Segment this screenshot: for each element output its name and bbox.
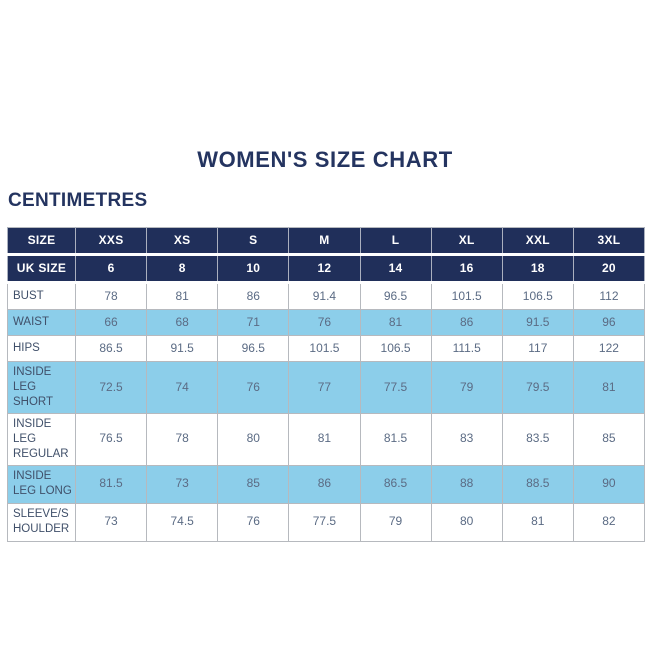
- value-cell: 96.5: [217, 335, 290, 362]
- value-cell: 79: [359, 502, 432, 542]
- size-chart-table: SIZE XXS XS S M L XL XXL 3XL UK SIZE 6 8 10 12 14 16 18 2…: [7, 227, 646, 542]
- row-label: INSIDE LEG SHORT: [7, 361, 76, 414]
- value-cell: 96.5: [359, 282, 432, 310]
- value-cell: 74: [146, 361, 219, 414]
- table-row: WAIST 66 68 71 76 81 86 91.5 96: [7, 309, 646, 336]
- header-row: SIZE XXS XS S M L XL XXL 3XL: [7, 227, 646, 256]
- value-cell: 76.5: [74, 412, 148, 466]
- header-row-label: UK SIZE: [7, 254, 76, 284]
- value-cell: 82: [572, 502, 646, 542]
- value-cell: 117: [501, 335, 574, 362]
- value-cell: 68: [146, 309, 219, 336]
- value-cell: 88.5: [501, 464, 574, 504]
- header-row: UK SIZE 6 8 10 12 14 16 18 20: [7, 254, 646, 284]
- header-cell: 14: [359, 254, 432, 284]
- row-label: INSIDE LEG LONG: [7, 464, 76, 504]
- value-cell: 81: [572, 361, 646, 414]
- value-cell: 86: [430, 309, 503, 336]
- units-label: CENTIMETRES: [8, 190, 148, 211]
- value-cell: 81: [288, 412, 361, 466]
- row-label: WAIST: [7, 309, 76, 336]
- header-cell: XS: [146, 227, 219, 256]
- value-cell: 86: [217, 282, 290, 310]
- row-label: HIPS: [7, 335, 76, 362]
- header-cell: 10: [217, 254, 290, 284]
- value-cell: 76: [217, 502, 290, 542]
- value-cell: 86: [288, 464, 361, 504]
- value-cell: 72.5: [74, 361, 148, 414]
- table-row: HIPS 86.5 91.5 96.5 101.5 106.5 111.5 117 122: [7, 335, 646, 362]
- value-cell: 77.5: [288, 502, 361, 542]
- value-cell: 78: [74, 282, 148, 310]
- value-cell: 106.5: [359, 335, 432, 362]
- table-row: INSIDE LEG LONG 81.5 73 85 86 86.5 88 88.5 90: [7, 464, 646, 504]
- value-cell: 66: [74, 309, 148, 336]
- value-cell: 86.5: [359, 464, 432, 504]
- value-cell: 73: [74, 502, 148, 542]
- value-cell: 81: [146, 282, 219, 310]
- value-cell: 77.5: [359, 361, 432, 414]
- value-cell: 81.5: [74, 464, 148, 504]
- value-cell: 122: [572, 335, 646, 362]
- value-cell: 76: [217, 361, 290, 414]
- value-cell: 101.5: [288, 335, 361, 362]
- header-cell: XL: [430, 227, 503, 256]
- header-cell: 6: [74, 254, 148, 284]
- value-cell: 91.5: [146, 335, 219, 362]
- value-cell: 79: [430, 361, 503, 414]
- value-cell: 106.5: [501, 282, 574, 310]
- header-cell: 8: [146, 254, 219, 284]
- table-row: INSIDE LEG SHORT 72.5 74 76 77 77.5 79 79.5 81: [7, 361, 646, 414]
- value-cell: 101.5: [430, 282, 503, 310]
- header-cell: XXL: [501, 227, 574, 256]
- value-cell: 85: [217, 464, 290, 504]
- value-cell: 79.5: [501, 361, 574, 414]
- value-cell: 88: [430, 464, 503, 504]
- header-cell: M: [288, 227, 361, 256]
- value-cell: 90: [572, 464, 646, 504]
- value-cell: 96: [572, 309, 646, 336]
- value-cell: 83.5: [501, 412, 574, 466]
- value-cell: 81: [501, 502, 574, 542]
- value-cell: 76: [288, 309, 361, 336]
- value-cell: 81.5: [359, 412, 432, 466]
- table-row: SLEEVE/SHOULDER 73 74.5 76 77.5 79 80 81 82: [7, 502, 646, 542]
- row-label: BUST: [7, 282, 76, 310]
- header-cell: 20: [572, 254, 646, 284]
- row-label: INSIDE LEG REGULAR: [7, 412, 76, 466]
- value-cell: 74.5: [146, 502, 219, 542]
- header-cell: S: [217, 227, 290, 256]
- header-cell: 18: [501, 254, 574, 284]
- value-cell: 71: [217, 309, 290, 336]
- header-cell: 12: [288, 254, 361, 284]
- value-cell: 112: [572, 282, 646, 310]
- table-row: BUST 78 81 86 91.4 96.5 101.5 106.5 112: [7, 282, 646, 310]
- row-label: SLEEVE/SHOULDER: [7, 502, 76, 542]
- value-cell: 73: [146, 464, 219, 504]
- value-cell: 86.5: [74, 335, 148, 362]
- header-row-label: SIZE: [7, 227, 76, 256]
- value-cell: 85: [572, 412, 646, 466]
- value-cell: 83: [430, 412, 503, 466]
- table-row: INSIDE LEG REGULAR 76.5 78 80 81 81.5 83 83.5 85: [7, 412, 646, 466]
- value-cell: 80: [430, 502, 503, 542]
- value-cell: 81: [359, 309, 432, 336]
- header-cell: 16: [430, 254, 503, 284]
- value-cell: 80: [217, 412, 290, 466]
- header-cell: L: [359, 227, 432, 256]
- value-cell: 77: [288, 361, 361, 414]
- value-cell: 91.5: [501, 309, 574, 336]
- value-cell: 78: [146, 412, 219, 466]
- value-cell: 91.4: [288, 282, 361, 310]
- page-title: WOMEN'S SIZE CHART: [197, 147, 453, 172]
- header-cell: XXS: [74, 227, 148, 256]
- header-cell: 3XL: [572, 227, 646, 256]
- value-cell: 111.5: [430, 335, 503, 362]
